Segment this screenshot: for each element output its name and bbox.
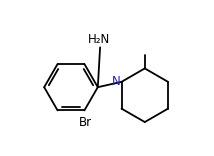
Text: Br: Br <box>79 116 92 129</box>
Text: H₂N: H₂N <box>88 33 110 46</box>
Text: N: N <box>112 75 121 88</box>
